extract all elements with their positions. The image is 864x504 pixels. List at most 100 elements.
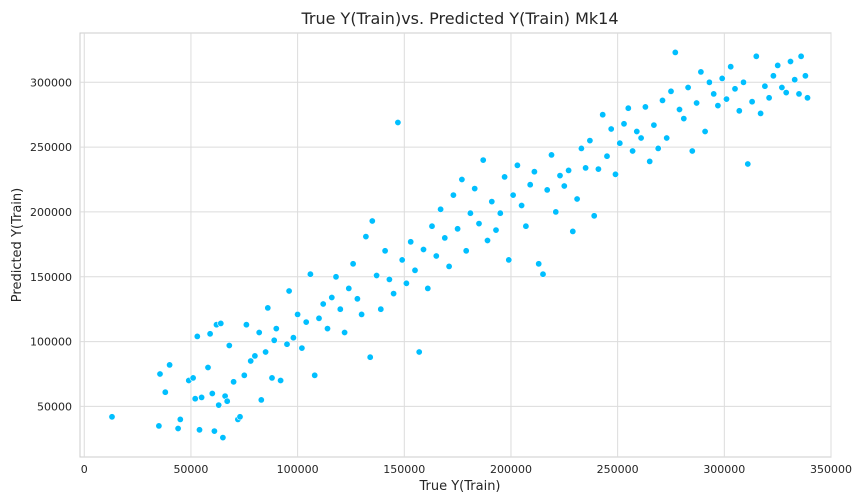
data-point: [594, 165, 602, 173]
data-point: [428, 222, 436, 230]
data-point: [722, 95, 730, 103]
data-point: [658, 96, 666, 104]
data-point: [680, 115, 688, 123]
data-point: [752, 52, 760, 60]
x-tick-label: 200000: [490, 463, 532, 476]
data-point: [705, 78, 713, 86]
data-point: [341, 328, 349, 336]
y-tick-label: 50000: [37, 400, 72, 413]
data-point: [315, 314, 323, 322]
data-point: [242, 321, 250, 329]
data-point: [247, 357, 255, 365]
grid-lines: [80, 33, 832, 457]
data-point: [257, 396, 265, 404]
data-point: [377, 305, 385, 313]
y-tick-label: 200000: [30, 206, 72, 219]
data-point: [744, 160, 752, 168]
data-point: [488, 198, 496, 206]
data-point: [573, 195, 581, 203]
data-point: [577, 144, 585, 152]
data-point: [654, 144, 662, 152]
data-point: [166, 361, 174, 369]
data-point: [155, 422, 163, 430]
y-tick-label: 250000: [30, 141, 72, 154]
x-tick-label: 150000: [383, 463, 425, 476]
data-point: [797, 52, 805, 60]
data-point: [270, 336, 278, 344]
data-point: [603, 152, 611, 160]
data-point: [353, 295, 361, 303]
data-point: [415, 348, 423, 356]
data-point: [381, 247, 389, 255]
data-point: [191, 395, 199, 403]
x-tick-label: 50000: [173, 463, 208, 476]
data-point: [174, 424, 182, 432]
y-tick-label: 150000: [30, 271, 72, 284]
data-point: [156, 370, 164, 378]
data-point: [289, 334, 297, 342]
data-point: [795, 90, 803, 98]
data-point: [513, 161, 521, 169]
data-points: [108, 48, 811, 442]
data-point: [688, 147, 696, 155]
data-point: [761, 82, 769, 90]
data-point: [509, 191, 517, 199]
data-point: [646, 157, 654, 165]
data-point: [311, 371, 319, 379]
data-point: [547, 151, 555, 159]
data-point: [277, 376, 285, 384]
data-point: [390, 290, 398, 298]
data-point: [633, 128, 641, 136]
data-point: [530, 168, 538, 176]
x-tick-label: 250000: [597, 463, 639, 476]
data-point: [701, 128, 709, 136]
data-point: [268, 374, 276, 382]
data-point: [801, 72, 809, 80]
data-point: [620, 120, 628, 128]
data-point: [479, 156, 487, 164]
data-point: [778, 84, 786, 92]
data-point: [394, 119, 402, 127]
data-point: [251, 352, 259, 360]
data-point: [306, 270, 314, 278]
data-point: [641, 103, 649, 111]
data-point: [206, 330, 214, 338]
data-point: [302, 318, 310, 326]
data-point: [526, 181, 534, 189]
data-point: [407, 238, 415, 246]
data-point: [424, 284, 432, 292]
data-point: [466, 209, 474, 217]
data-point: [298, 344, 306, 352]
data-point: [161, 388, 169, 396]
data-point: [611, 170, 619, 178]
data-point: [332, 273, 340, 281]
data-point: [492, 226, 500, 234]
data-point: [697, 68, 705, 76]
data-point: [208, 389, 216, 397]
data-point: [539, 270, 547, 278]
data-point: [714, 102, 722, 110]
data-point: [362, 233, 370, 241]
data-point: [373, 271, 381, 279]
x-axis-label: True Y(Train): [418, 479, 500, 494]
data-point: [616, 139, 624, 147]
chart-title: True Y(Train)vs. Predicted Y(Train) Mk14: [300, 9, 618, 28]
data-point: [196, 426, 204, 434]
data-point: [230, 378, 238, 386]
data-point: [368, 217, 376, 225]
data-point: [803, 94, 811, 102]
data-point: [223, 397, 231, 405]
data-point: [193, 332, 201, 340]
data-point: [748, 98, 756, 106]
data-point: [454, 225, 462, 233]
data-point: [319, 300, 327, 308]
data-point: [402, 279, 410, 287]
data-point: [791, 76, 799, 84]
data-point: [757, 109, 765, 117]
data-point: [727, 63, 735, 71]
data-point: [349, 260, 357, 268]
data-point: [217, 319, 225, 327]
data-point: [215, 401, 223, 409]
y-axis-label: Predicted Y(Train): [10, 188, 25, 302]
